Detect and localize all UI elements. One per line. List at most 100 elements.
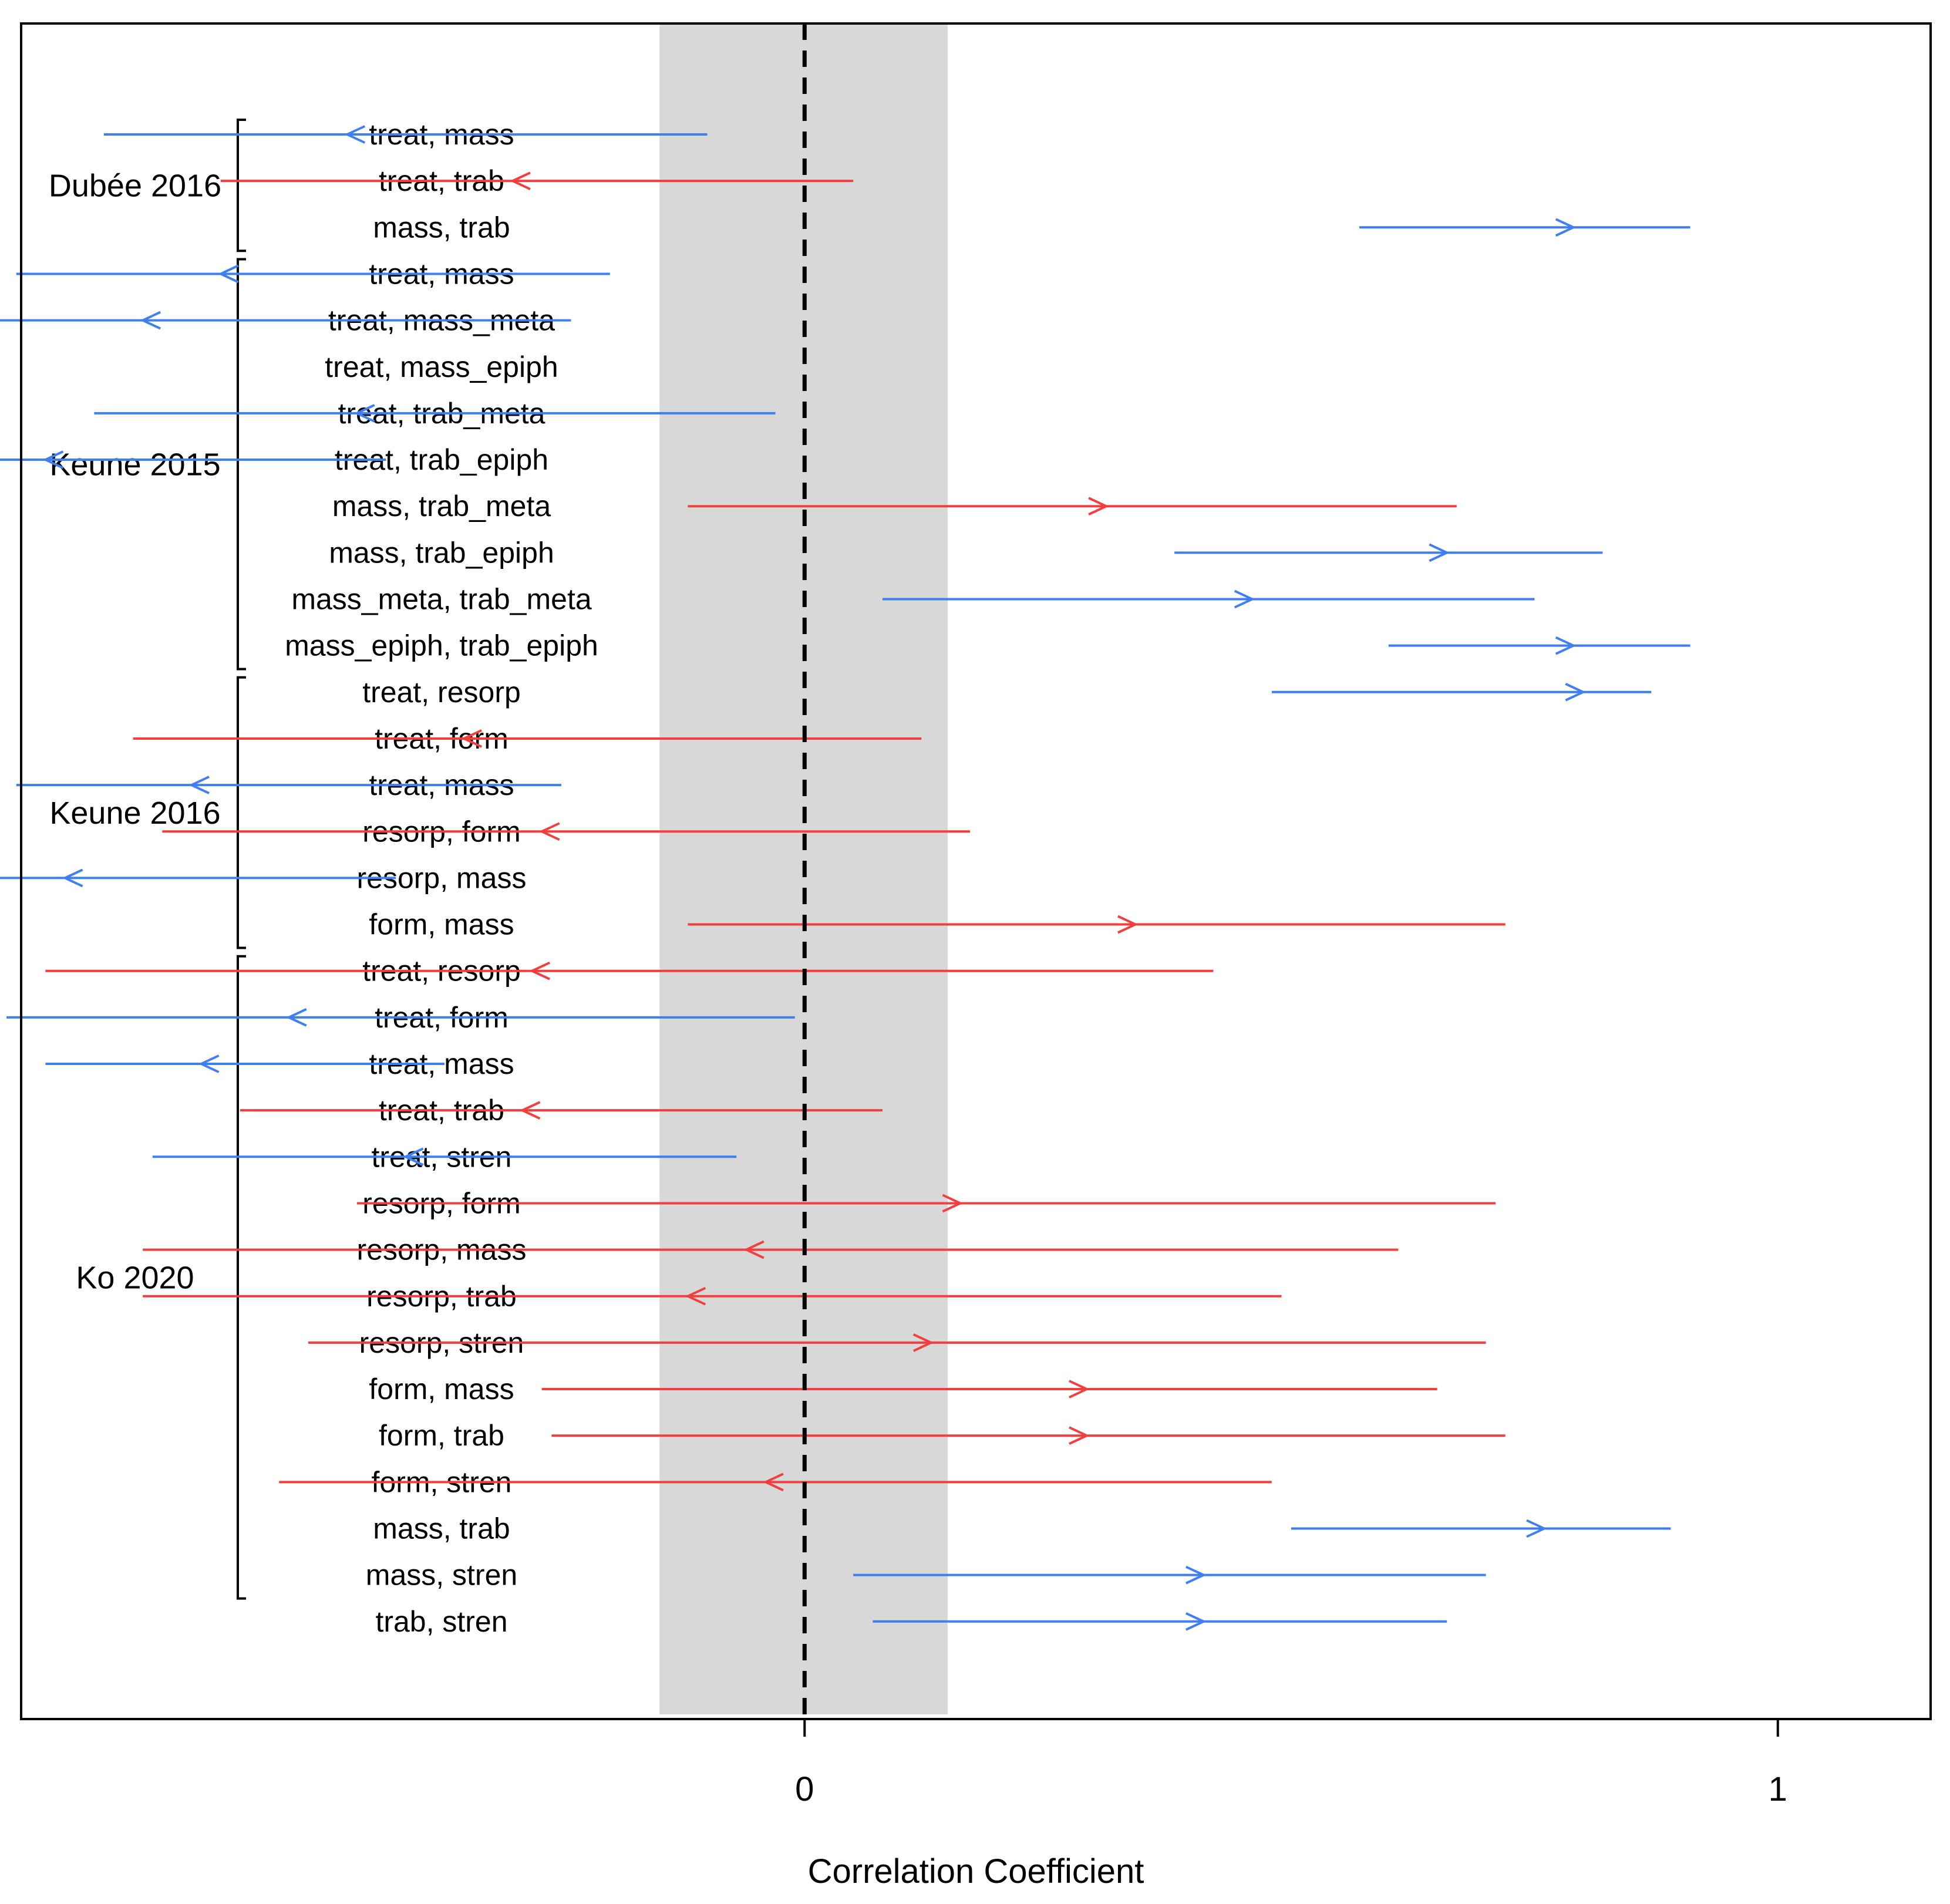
interval-row: treat, form [133,722,922,755]
interval-row: mass, trab [373,1512,1671,1545]
interval-row: treat, stren [152,1140,737,1173]
x-tick: 1 [1769,1719,1787,1808]
row-label: trab, stren [375,1605,507,1638]
interval-row: treat, mass [103,118,708,151]
group-bracket [237,258,246,670]
x-tick-label: 1 [1769,1770,1787,1808]
interval-row: resorp, trab [143,1280,1282,1313]
x-tick-label: 0 [795,1770,814,1808]
group-label: Ko 2020 [76,1261,194,1296]
interval-row: treat, resorp [362,676,1652,709]
x-axis: -101 [795,1719,1787,1808]
estimate-arrow [198,1054,220,1073]
interval-row: treat, form [6,1001,795,1034]
estimate-arrow [1526,1519,1547,1538]
estimate-arrow [510,171,531,190]
estimate-arrow [1429,543,1450,562]
interval-row: mass, trab [373,211,1690,244]
interval-row: resorp, mass [0,861,526,894]
interval-row: form, mass [369,1373,1437,1406]
row-label: mass, trab_epiph [329,536,554,569]
interval-row: treat, mass [16,769,561,801]
interval-row: mass, trab_meta [332,490,1457,523]
row-intervals: treat, mass treat, trab mass, trab treat, m… [0,118,1690,1638]
estimate-arrow [1117,915,1139,934]
row-label: treat, resorp [362,676,521,709]
interval-row: treat, mass_epiph [325,351,558,383]
x-axis-title: Correlation Coefficient [808,1852,1144,1890]
estimate-arrow [1565,682,1587,702]
estimate-arrow [529,961,551,980]
estimate-arrow [539,822,560,841]
estimate-arrow [1069,1380,1090,1398]
estimate-arrow [1234,589,1255,609]
estimate-arrow [763,1472,784,1492]
estimate-arrow [519,1101,541,1120]
row-label: form, trab [379,1419,504,1452]
group-label: Dubée 2016 [49,169,221,204]
interval-row: treat, trab_meta [94,397,776,430]
interval-row: form, stren [279,1465,1272,1498]
x-tick: 0 [795,1719,814,1808]
row-label: mass, trab_meta [332,490,551,523]
estimate-arrow [188,776,210,794]
row-label: mass_meta, trab_meta [291,583,592,616]
row-label: mass, trab [373,211,510,244]
interval-row: treat, resorp [45,955,1214,988]
interval-row: mass_meta, trab_meta [291,583,1535,616]
row-label: form, mass [369,908,514,941]
interval-row: resorp, stren [308,1326,1486,1359]
interval-row: resorp, mass [143,1234,1399,1266]
group-label: Keune 2015 [49,447,220,483]
estimate-arrow [685,1286,706,1306]
estimate-arrow [62,868,83,888]
estimate-arrow [1069,1426,1090,1445]
interval-row: resorp, form [162,815,971,848]
study-group: Keune 2016 [49,676,246,949]
study-group: Dubée 2016 [49,119,246,252]
group-bracket [237,676,246,949]
estimate-arrow [461,729,483,748]
estimate-arrow [942,1194,964,1213]
estimate-arrow [912,1333,934,1352]
row-label: form, mass [369,1373,514,1406]
estimate-arrow [743,1240,764,1259]
row-label: treat, mass_epiph [325,351,558,383]
interval-row: treat, trab_epiph [0,443,548,476]
interval-row: form, trab [379,1419,1506,1452]
interval-row: treat, mass [45,1047,514,1080]
estimate-arrow [1555,636,1577,655]
group-bracket [237,955,246,1600]
estimate-arrow [1186,1612,1207,1631]
row-label: mass, trab [373,1512,510,1545]
group-brackets: Dubée 2016 Keune 2015 Keune 2016 Ko 2020 [49,119,246,1600]
interval-row: mass, stren [366,1559,1486,1592]
group-label: Keune 2016 [49,796,220,831]
study-group: Keune 2015 [49,258,246,670]
interval-row: treat, mass [16,257,610,290]
interval-row: treat, trab [220,164,854,197]
estimate-arrow [1088,497,1109,516]
row-label: mass, stren [366,1559,517,1592]
plot-frame [20,22,1932,1720]
interval-row: treat, trab [240,1094,883,1127]
estimate-arrow [42,450,64,469]
interval-row: resorp, form [356,1187,1496,1219]
interval-row: trab, stren [375,1605,1447,1638]
interval-row: treat, mass_meta [0,304,571,337]
interval-row: mass_epiph, trab_epiph [285,629,1690,662]
estimate-arrow [1186,1565,1207,1585]
estimate-arrow [402,1147,424,1167]
estimate-arrow [286,1008,307,1027]
estimate-arrow [354,404,375,423]
interval-row: mass, trab_epiph [329,536,1603,569]
interval-row: form, mass [369,908,1506,941]
group-bracket [237,119,246,252]
row-label: mass_epiph, trab_epiph [285,629,598,662]
study-group: Ko 2020 [76,955,246,1600]
estimate-arrow [1555,218,1577,237]
estimate-arrow [140,311,161,330]
estimate-arrow [218,264,239,284]
